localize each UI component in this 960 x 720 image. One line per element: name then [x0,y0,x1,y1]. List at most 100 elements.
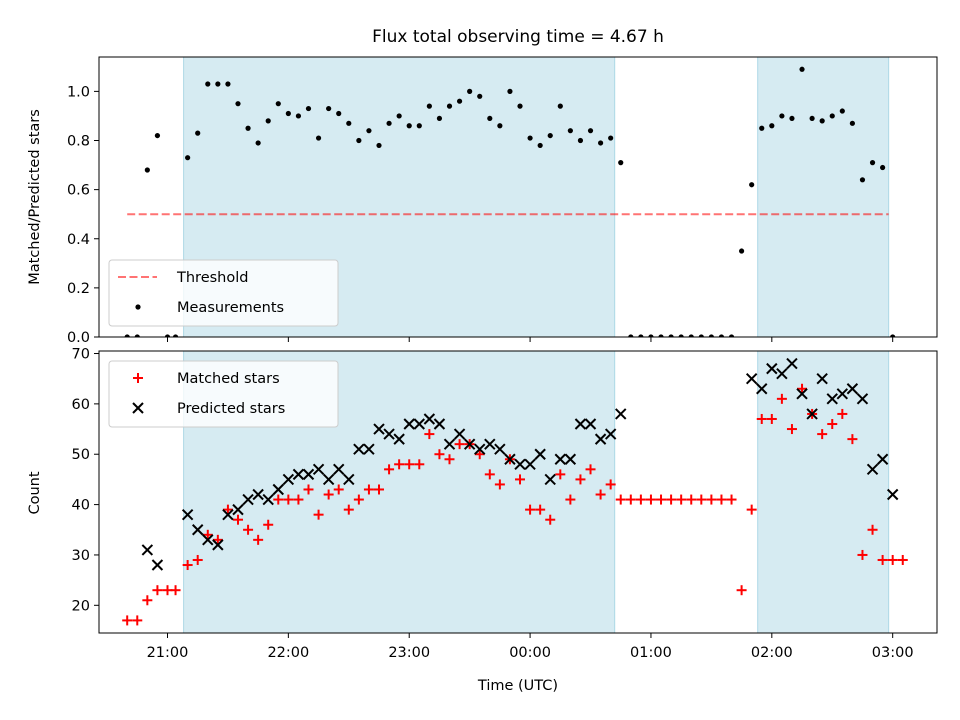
predicted-star-marker [474,443,486,455]
bottom-observing-window-2 [757,351,889,633]
measurement-point [487,115,493,122]
predicted-star-marker [766,362,778,375]
bottom-legend-label: Predicted stars [177,401,285,417]
predicted-star-marker [322,473,335,486]
matched-star-marker [404,459,415,470]
measurement-point [577,137,584,144]
matched-star-marker [726,494,737,505]
predicted-star-marker [856,393,869,405]
predicted-star-marker-b [322,473,335,486]
predicted-star-marker [141,544,154,556]
matched-star-marker [303,484,314,495]
predicted-star-marker [866,463,879,476]
matched-star-marker [243,524,254,535]
measurement-point [164,334,171,337]
measurement-point [527,135,533,141]
matched-star-marker [877,554,888,565]
predicted-star-marker-b [141,544,154,556]
predicted-star-marker-b [796,388,808,400]
predicted-star-marker-b [302,468,315,481]
predicted-star-marker [826,393,838,405]
predicted-star-marker [584,418,597,430]
matched-star-marker [374,484,385,495]
measurement-point [769,123,775,129]
predicted-star-marker [786,357,798,370]
predicted-star-marker [413,418,426,430]
measurement-point [728,334,735,337]
predicted-star-marker-b [816,372,828,385]
predicted-star-marker-b [202,534,214,546]
bottom-y-tick-label: 30 [72,548,90,564]
predicted-star-marker [544,473,556,486]
measurement-point [336,110,342,117]
matched-star-marker [494,479,505,490]
predicted-star-marker-b [836,388,849,400]
predicted-star-marker-b [413,418,426,430]
legend-measurement-swatch [135,304,141,310]
measurement-point [467,88,473,94]
measurement-point [507,88,513,94]
measurement-point [698,334,704,337]
predicted-star-marker-b [786,357,798,370]
measurement-point [718,334,725,337]
matched-star-marker [222,504,233,515]
bottom-y-tick-label: 20 [72,598,90,614]
measurement-point [386,120,392,126]
predicted-star-marker-b [584,418,597,430]
predicted-star-marker-b [846,383,859,395]
predicted-star-marker [776,367,788,380]
predicted-star-marker-b [363,443,375,455]
matched-star-marker [232,514,243,525]
predicted-star-marker [242,493,254,506]
predicted-star-marker-b [604,428,617,440]
matched-star-marker [333,484,344,495]
predicted-star-marker [393,433,405,445]
predicted-star-marker-b [806,408,818,420]
matched-star-marker [263,519,274,530]
predicted-star-marker [443,438,456,450]
matched-star-marker [696,494,707,505]
matched-star-marker [706,494,717,505]
measurement-point [416,123,422,129]
measurement-point [305,105,312,112]
predicted-star-marker [312,463,325,476]
predicted-star-marker-b [443,438,456,450]
measurement-point [809,115,815,122]
measurement-point [597,140,604,146]
matched-star-marker [827,419,838,430]
measurement-point [557,103,563,109]
measurement-point [265,118,271,124]
predicted-star-marker-b [282,473,295,486]
predicted-star-marker [494,443,506,455]
x-tick-label: 23:00 [388,645,430,661]
predicted-star-marker [181,508,194,521]
predicted-star-marker-b [403,418,415,430]
predicted-star-marker-b [766,362,778,375]
matched-star-marker [686,494,697,505]
predicted-star-marker-b [574,418,587,430]
measurement-point [446,103,453,109]
predicted-star-marker [564,453,577,465]
matched-star-marker [170,585,181,596]
matched-star-marker [545,514,556,525]
measurement-point [739,248,745,254]
x-tick-label: 03:00 [872,645,914,661]
predicted-star-marker-b [554,453,567,465]
measurement-point [658,334,664,337]
matched-star-marker [515,474,526,485]
bottom-legend-box [108,360,339,428]
measurement-point [245,125,251,131]
top-y-tick-label: 0.8 [67,134,90,150]
matched-star-marker [192,554,203,565]
predicted-star-marker-b [776,367,788,380]
matched-star-marker [605,479,616,490]
predicted-star-marker-b [534,448,546,460]
top-legend-label: Threshold [176,270,248,286]
measurement-point [255,140,261,146]
matched-star-marker [897,554,908,565]
top-y-tick-label: 0.6 [67,183,90,199]
predicted-star-marker-b [594,433,607,445]
measurement-point [749,182,755,188]
measurement-point [406,123,412,129]
predicted-star-marker [604,428,617,440]
